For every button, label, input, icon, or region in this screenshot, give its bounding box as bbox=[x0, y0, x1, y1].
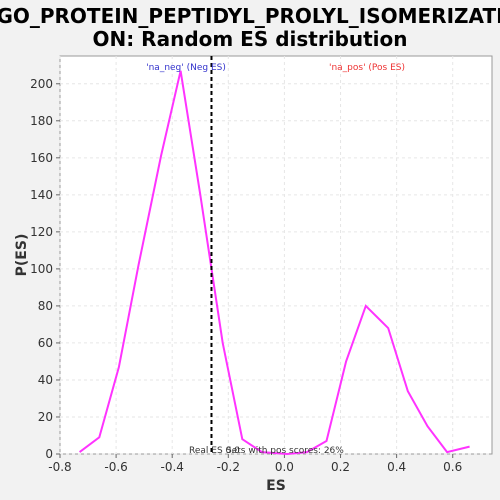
annotation-pos-es: 'na_pos' (Pos ES) bbox=[329, 63, 405, 73]
chart-title-line-2: ON: Random ES distribution bbox=[92, 27, 407, 51]
pos-scores-label: Sets with pos scores: 26% bbox=[226, 446, 344, 456]
real-es-label: Real ES 0.0 bbox=[189, 446, 240, 456]
y-tick-label: 20 bbox=[38, 410, 53, 424]
x-tick-label: -0.2 bbox=[217, 460, 240, 474]
chart-title-line-1: GO_PROTEIN_PEPTIDYL_PROLYL_ISOMERIZATI bbox=[0, 4, 500, 28]
grid-lines bbox=[59, 56, 492, 455]
x-tick-label: -0.6 bbox=[104, 460, 127, 474]
y-tick-label: 180 bbox=[30, 114, 53, 128]
x-tick-label: 0.4 bbox=[387, 460, 406, 474]
y-tick-label: 0 bbox=[45, 447, 53, 461]
x-tick-label: -0.4 bbox=[160, 460, 183, 474]
plot-area bbox=[59, 55, 493, 455]
annotation-neg-es: 'na_neg' (Neg ES) bbox=[146, 63, 226, 73]
y-tick-label: 120 bbox=[30, 225, 53, 239]
y-tick-label: 40 bbox=[38, 373, 53, 387]
y-tick-label: 100 bbox=[30, 262, 53, 276]
y-tick-label: 140 bbox=[30, 188, 53, 202]
x-axis-label: ES bbox=[266, 478, 286, 494]
x-tick-label: -0.8 bbox=[48, 460, 71, 474]
y-axis-label: P(ES) bbox=[14, 234, 30, 277]
x-axis-ticks: -0.8 -0.6 -0.4 -0.2 0.0 0.2 0.4 0.6 bbox=[48, 454, 462, 474]
x-tick-label: 0.6 bbox=[443, 460, 462, 474]
series-line bbox=[78, 70, 470, 456]
x-tick-label: 0.0 bbox=[275, 460, 294, 474]
y-axis-ticks: 0 20 40 60 80 100 120 140 160 180 200 bbox=[30, 77, 60, 461]
y-tick-label: 160 bbox=[30, 151, 53, 165]
x-tick-label: 0.2 bbox=[331, 460, 350, 474]
y-tick-label: 60 bbox=[38, 336, 53, 350]
y-tick-label: 200 bbox=[30, 77, 53, 91]
y-tick-label: 80 bbox=[38, 299, 53, 313]
